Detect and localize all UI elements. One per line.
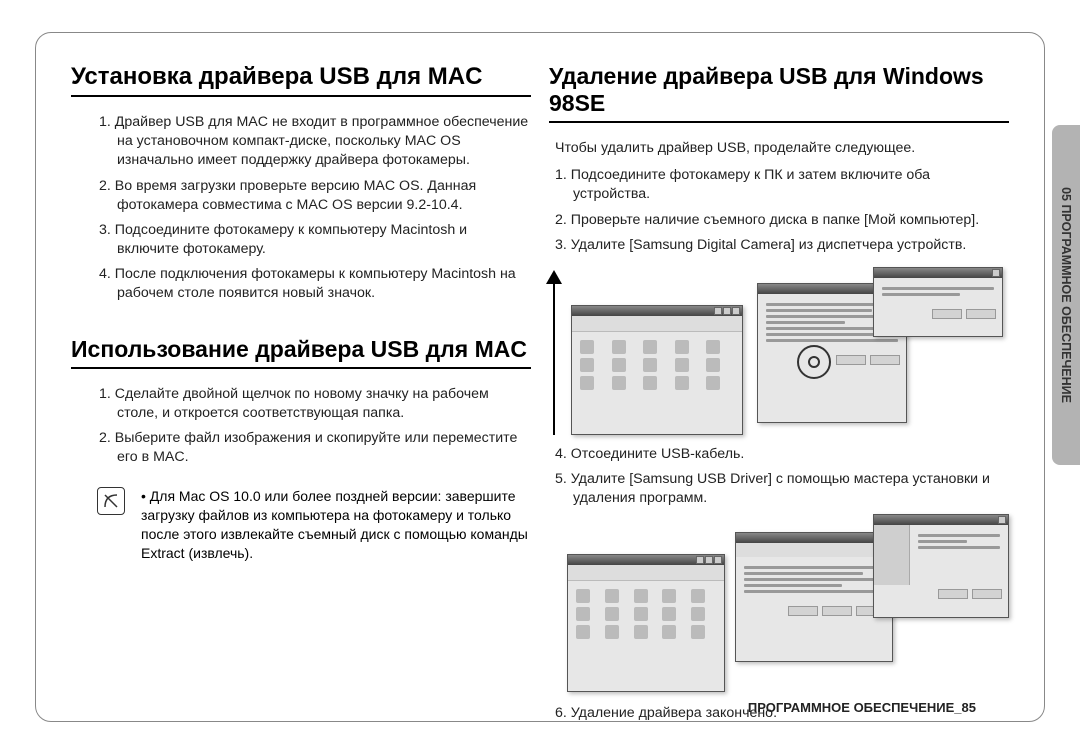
window-mockup	[873, 267, 1003, 337]
window-mockup	[873, 514, 1009, 618]
list-item: 2. Во время загрузки проверьте версию MA…	[99, 177, 531, 215]
heading-remove-win: Удаление драйвера USB для Windows 98SE	[549, 63, 1009, 123]
list-item: 4. Отсоедините USB-кабель.	[555, 445, 1009, 464]
page-frame: Установка драйвера USB для MAC 1. Драйве…	[35, 32, 1045, 722]
list-item: 3. Подсоедините фотокамеру к компьютеру …	[99, 221, 531, 259]
note-icon	[97, 487, 125, 515]
screenshot-group-2	[557, 514, 1009, 704]
list-item: 5. Удалите [Samsung USB Driver] с помощь…	[555, 470, 1009, 508]
list-item: 3. Удалите [Samsung Digital Camera] из д…	[555, 236, 1009, 255]
list-item: 2. Выберите файл изображения и скопируйт…	[99, 429, 531, 467]
highlight-circle-icon	[797, 345, 831, 379]
window-mockup	[735, 532, 893, 662]
heading-use-mac: Использование драйвера USB для MAC	[71, 336, 531, 369]
intro-text: Чтобы удалить драйвер USB, проделайте сл…	[549, 139, 1009, 158]
section-remove-2: 4. Отсоедините USB-кабель. 5. Удалите [S…	[549, 445, 1009, 509]
bullet-icon: •	[141, 488, 150, 504]
list-item: 1. Сделайте двойной щелчок по новому зна…	[99, 385, 531, 423]
list-item: 4. После подключения фотокамеры к компью…	[99, 265, 531, 303]
arrow-up-icon	[549, 270, 559, 435]
heading-install-mac: Установка драйвера USB для MAC	[71, 63, 531, 97]
note-text: • Для Mac OS 10.0 или более поздней верс…	[137, 487, 531, 563]
section-install-mac: 1. Драйвер USB для MAC не входит в прогр…	[71, 113, 531, 304]
right-column: Удаление драйвера USB для Windows 98SE Ч…	[549, 63, 1009, 707]
screenshot-group-1	[557, 265, 1009, 445]
section-remove-1: 1. Подсоедините фотокамеру к ПК и затем …	[549, 166, 1009, 255]
note-content: Для Mac OS 10.0 или более поздней версии…	[141, 488, 528, 561]
side-tab-label: 05 ПРОГРАММНОЕ ОБЕСПЕЧЕНИЕ	[1059, 187, 1073, 403]
section-use-mac: 1. Сделайте двойной щелчок по новому зна…	[71, 385, 531, 468]
list-item: 1. Подсоедините фотокамеру к ПК и затем …	[555, 166, 1009, 204]
window-mockup	[571, 305, 743, 435]
page-footer: ПРОГРАММНОЕ ОБЕСПЕЧЕНИЕ_85	[748, 700, 976, 715]
list-item: 1. Драйвер USB для MAC не входит в прогр…	[99, 113, 531, 171]
left-column: Установка драйвера USB для MAC 1. Драйве…	[71, 63, 531, 707]
section-side-tab: 05 ПРОГРАММНОЕ ОБЕСПЕЧЕНИЕ	[1052, 125, 1080, 465]
list-item: 2. Проверьте наличие съемного диска в па…	[555, 211, 1009, 230]
window-mockup	[567, 554, 725, 692]
note-box: • Для Mac OS 10.0 или более поздней верс…	[71, 487, 531, 563]
